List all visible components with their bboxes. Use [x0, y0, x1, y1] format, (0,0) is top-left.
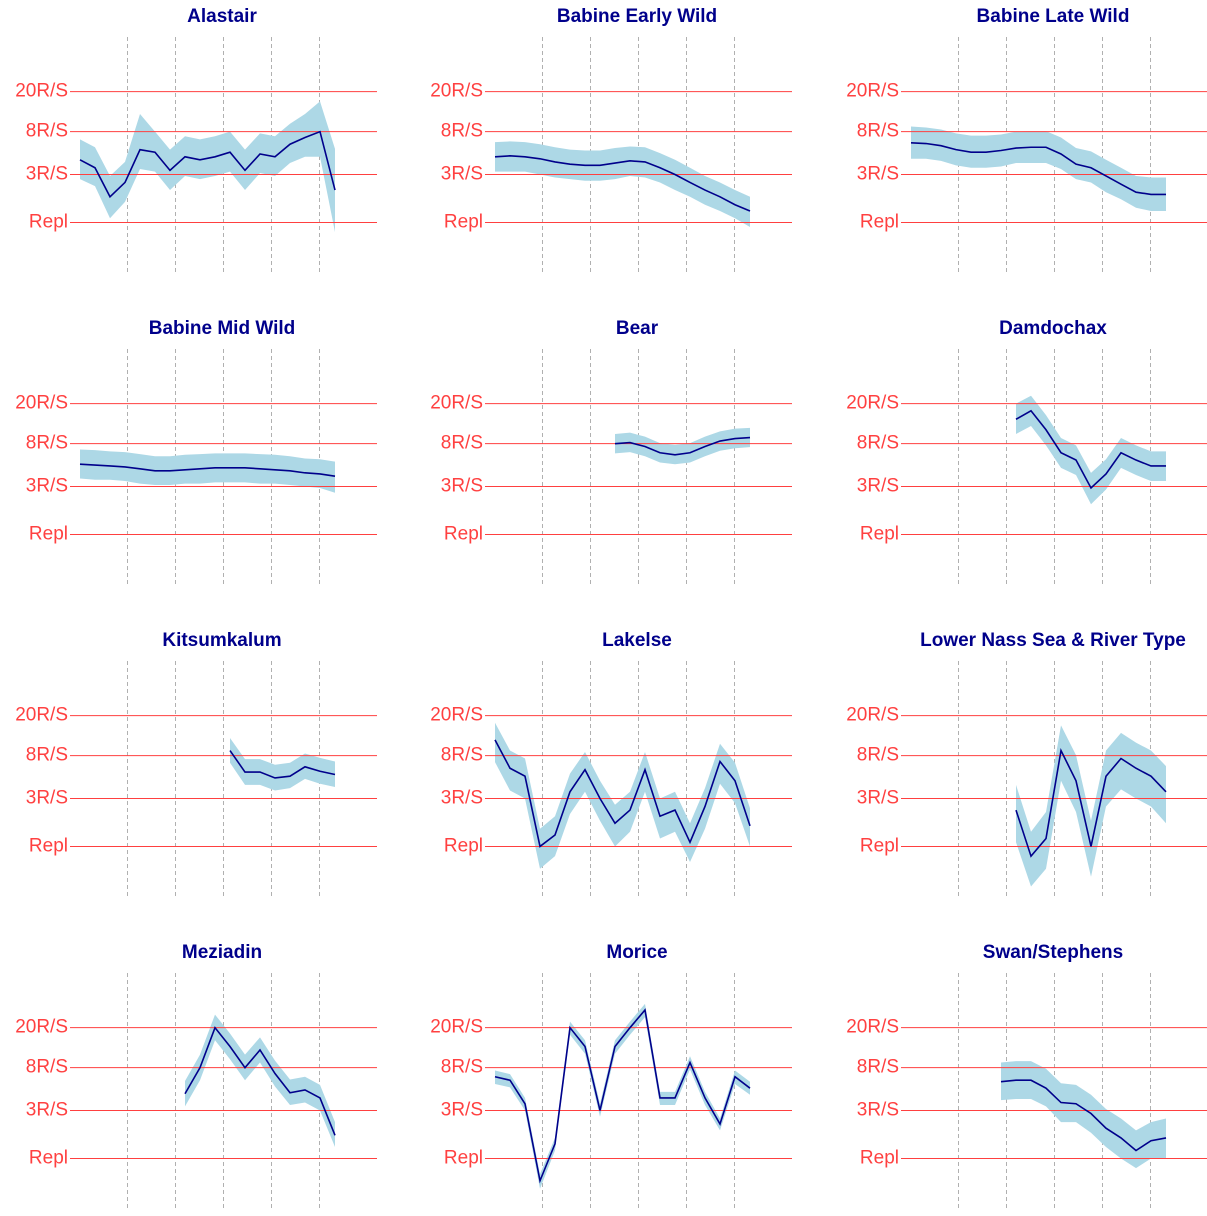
panel-title: Lakelse [602, 630, 672, 651]
y-tick-label: 8R/S [26, 1057, 68, 1078]
y-tick-label: 20R/S [430, 393, 483, 414]
panel-title: Damdochax [999, 318, 1107, 339]
confidence-band [615, 427, 750, 465]
panel-title: Alastair [187, 6, 257, 27]
y-tick-label: 3R/S [441, 788, 483, 809]
confidence-band [80, 449, 335, 493]
line [494, 155, 751, 212]
y-tick-label: Repl [860, 1147, 899, 1168]
line [229, 750, 336, 779]
confidence-band [911, 126, 1166, 211]
line [910, 142, 1166, 196]
panel-title: Swan/Stephens [983, 942, 1123, 963]
panel: Alastair Repl 3R/S 8R/S 20R/S [15, 6, 377, 275]
y-tick-label: 20R/S [430, 81, 483, 102]
y-tick-label: Repl [29, 1147, 68, 1168]
panel: Bear Repl 3R/S 8R/S 20R/S [430, 318, 792, 587]
y-tick-label: 8R/S [26, 745, 68, 766]
panel-title: Babine Late Wild [977, 6, 1130, 27]
panel: Swan/Stephens Repl 3R/S 8R/S 20R/S [846, 942, 1207, 1211]
y-tick-label: Repl [444, 211, 483, 232]
panel: Babine Mid Wild Repl 3R/S 8R/S 20R/S [15, 318, 377, 587]
line [614, 436, 751, 456]
y-tick-label: 3R/S [857, 788, 899, 809]
y-tick-label: 8R/S [441, 121, 483, 142]
y-tick-label: 20R/S [846, 1017, 899, 1038]
y-tick-label: 8R/S [441, 1057, 483, 1078]
y-tick-label: 3R/S [26, 788, 68, 809]
y-tick-label: Repl [860, 835, 899, 856]
panel-title: Kitsumkalum [162, 630, 281, 651]
y-tick-label: 3R/S [26, 1100, 68, 1121]
y-tick-label: 20R/S [15, 705, 68, 726]
y-tick-label: 20R/S [846, 393, 899, 414]
panel-title: Lower Nass Sea & River Type [920, 630, 1186, 651]
panel-title: Morice [606, 942, 667, 963]
y-tick-label: 8R/S [441, 433, 483, 454]
y-tick-label: 8R/S [26, 121, 68, 142]
panel-title: Meziadin [182, 942, 262, 963]
y-tick-label: 20R/S [846, 705, 899, 726]
panel: Morice Repl 3R/S 8R/S 20R/S [430, 942, 792, 1211]
y-tick-label: 3R/S [441, 1100, 483, 1121]
y-tick-label: 8R/S [857, 433, 899, 454]
confidence-band [495, 1003, 750, 1189]
y-tick-label: 3R/S [857, 1100, 899, 1121]
y-tick-label: 8R/S [857, 1057, 899, 1078]
confidence-band [230, 737, 335, 791]
y-tick-label: 8R/S [857, 745, 899, 766]
panel: Damdochax Repl 3R/S 8R/S 20R/S [846, 318, 1207, 587]
panel: Babine Late Wild Repl 3R/S 8R/S 20R/S [846, 6, 1207, 275]
y-tick-label: Repl [29, 523, 68, 544]
confidence-band [1001, 1061, 1166, 1169]
y-tick-label: 8R/S [441, 745, 483, 766]
confidence-band [80, 101, 335, 233]
line [1015, 409, 1166, 490]
y-tick-label: 20R/S [15, 1017, 68, 1038]
line [1000, 1079, 1167, 1152]
y-tick-label: 20R/S [15, 393, 68, 414]
confidence-band [1016, 395, 1166, 505]
line [79, 130, 336, 199]
y-tick-label: 3R/S [441, 476, 483, 497]
line [79, 463, 336, 477]
line [1015, 747, 1167, 858]
y-tick-label: 3R/S [441, 164, 483, 185]
y-tick-label: Repl [444, 1147, 483, 1168]
confidence-band [495, 141, 750, 228]
line [494, 739, 751, 848]
panel-title: Babine Early Wild [557, 6, 717, 27]
panel-title: Babine Mid Wild [149, 318, 296, 339]
panel: Meziadin Repl 3R/S 8R/S 20R/S [15, 942, 377, 1211]
line [494, 1008, 751, 1184]
y-tick-label: 3R/S [857, 164, 899, 185]
panel: Lakelse Repl 3R/S 8R/S 20R/S [430, 630, 792, 899]
y-tick-label: 3R/S [26, 164, 68, 185]
y-tick-label: 8R/S [857, 121, 899, 142]
y-tick-label: Repl [29, 211, 68, 232]
panel: Babine Early Wild Repl 3R/S 8R/S 20R/S [430, 6, 792, 275]
y-tick-label: 20R/S [846, 81, 899, 102]
confidence-band [1016, 725, 1166, 887]
confidence-band [185, 1014, 335, 1147]
y-tick-label: Repl [860, 211, 899, 232]
panel: Kitsumkalum Repl 3R/S 8R/S 20R/S [15, 630, 377, 899]
panel-title: Bear [616, 318, 659, 339]
y-tick-label: Repl [29, 835, 68, 856]
y-tick-label: Repl [860, 523, 899, 544]
y-tick-label: 3R/S [857, 476, 899, 497]
line [184, 1026, 336, 1136]
y-tick-label: 20R/S [430, 705, 483, 726]
confidence-band [495, 722, 750, 869]
y-tick-label: 3R/S [26, 476, 68, 497]
y-tick-label: 8R/S [26, 433, 68, 454]
panel: Lower Nass Sea & River Type Repl 3R/S 8R/S 2… [846, 630, 1207, 899]
y-tick-label: Repl [444, 523, 483, 544]
y-tick-label: Repl [444, 835, 483, 856]
y-tick-label: 20R/S [15, 81, 68, 102]
y-tick-label: 20R/S [430, 1017, 483, 1038]
